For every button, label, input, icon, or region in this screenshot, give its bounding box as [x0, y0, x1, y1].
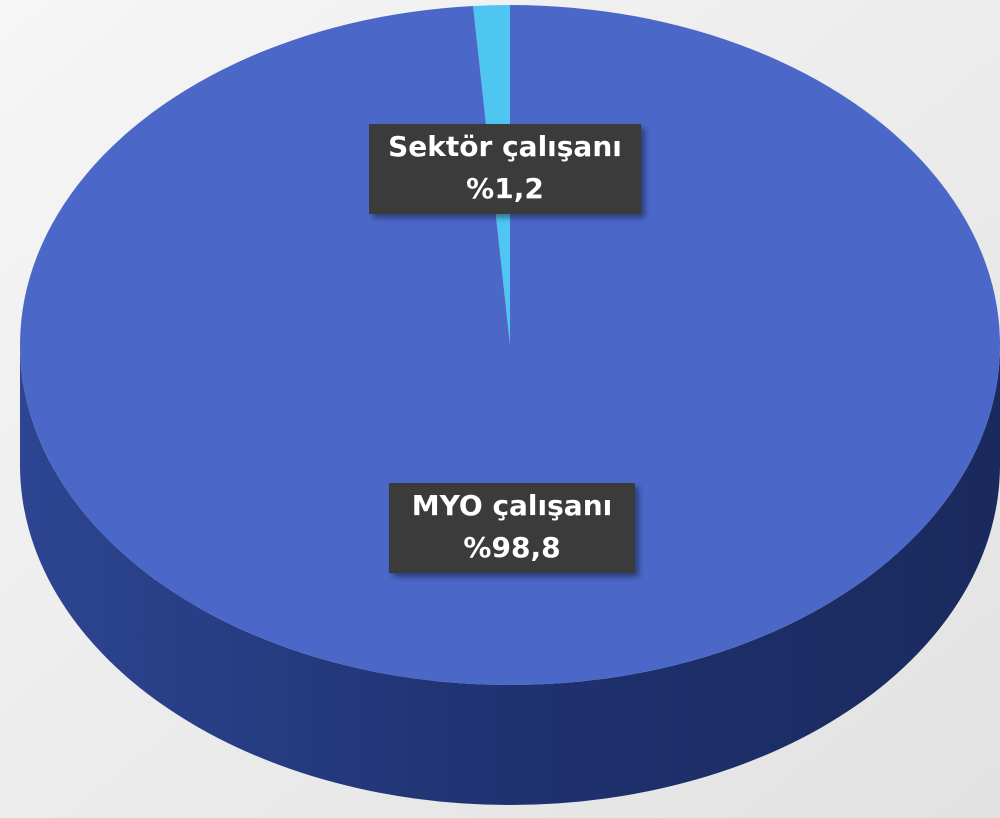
label-category: Sektör çalışanı	[388, 130, 622, 163]
data-labels: Sektör çalışanı %1,2 MYO çalışanı %98,8	[369, 124, 641, 573]
label-value: %98,8	[463, 531, 560, 564]
pie	[19, 5, 1000, 805]
pie-side	[20, 345, 1000, 805]
pie-slice	[19, 5, 1000, 685]
data-label: Sektör çalışanı %1,2	[369, 124, 641, 214]
label-value: %1,2	[466, 172, 544, 205]
label-category: MYO çalışanı	[412, 489, 612, 522]
data-label: MYO çalışanı %98,8	[389, 483, 635, 573]
label-box	[369, 124, 641, 214]
label-box	[389, 483, 635, 573]
